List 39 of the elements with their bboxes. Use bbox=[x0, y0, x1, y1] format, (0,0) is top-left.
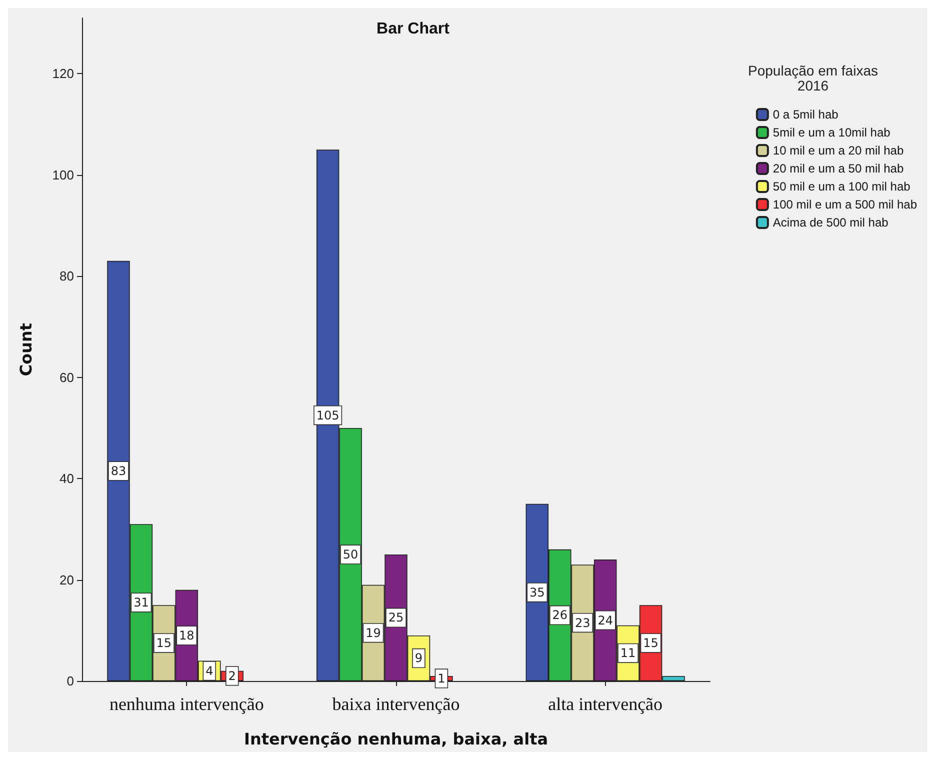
data-label: 15 bbox=[643, 636, 658, 650]
data-label: 26 bbox=[552, 608, 568, 622]
data-label: 18 bbox=[179, 628, 194, 642]
data-label: 15 bbox=[156, 636, 172, 650]
data-label: 23 bbox=[574, 616, 590, 630]
data-label: 19 bbox=[366, 626, 381, 640]
x-tick-label: nenhuma intervenção bbox=[109, 694, 264, 714]
data-label: 2 bbox=[228, 668, 236, 683]
legend-label: 5mil e um a 10mil hab bbox=[772, 126, 891, 140]
y-tick-label: 100 bbox=[52, 167, 74, 182]
y-tick-label: 40 bbox=[60, 471, 74, 486]
legend-label: 20 mil e um a 50 mil hab bbox=[772, 162, 904, 176]
data-label: 35 bbox=[530, 585, 545, 600]
data-label: 83 bbox=[110, 464, 126, 478]
x-axis-title: Intervenção nenhuma, baixa, alta bbox=[244, 730, 548, 748]
legend-label: 50 mil e um a 100 mil hab bbox=[772, 180, 911, 194]
legend-label: Acima de 500 mil hab bbox=[772, 216, 889, 230]
legend-label: 0 a 5mil hab bbox=[772, 108, 839, 122]
data-label: 31 bbox=[134, 596, 149, 610]
data-label: 4 bbox=[206, 664, 214, 678]
x-tick-label: baixa intervenção bbox=[332, 694, 460, 714]
data-label: 25 bbox=[388, 610, 404, 625]
data-label: 24 bbox=[598, 613, 613, 628]
x-tick-label: alta intervenção bbox=[548, 694, 663, 714]
y-tick-label: 20 bbox=[60, 572, 74, 588]
y-tick-label: 0 bbox=[66, 674, 74, 688]
data-label: 9 bbox=[414, 651, 423, 666]
y-axis-title: Count bbox=[16, 322, 36, 376]
y-tick-label: 80 bbox=[60, 268, 74, 284]
data-label: 1 bbox=[438, 671, 446, 686]
legend-title: População em faixas 2016 bbox=[748, 62, 878, 94]
data-label: 50 bbox=[342, 547, 358, 562]
data-label: 11 bbox=[620, 646, 636, 660]
legend-label: 10 mil e um a 20 mil hab bbox=[772, 144, 904, 158]
y-tick-label: 60 bbox=[60, 370, 74, 385]
y-tick-label: 120 bbox=[52, 66, 74, 82]
data-label: 105 bbox=[316, 408, 340, 422]
legend-label: 100 mil e um a 500 mil hab bbox=[772, 198, 918, 212]
chart-title: Bar Chart bbox=[376, 20, 450, 38]
